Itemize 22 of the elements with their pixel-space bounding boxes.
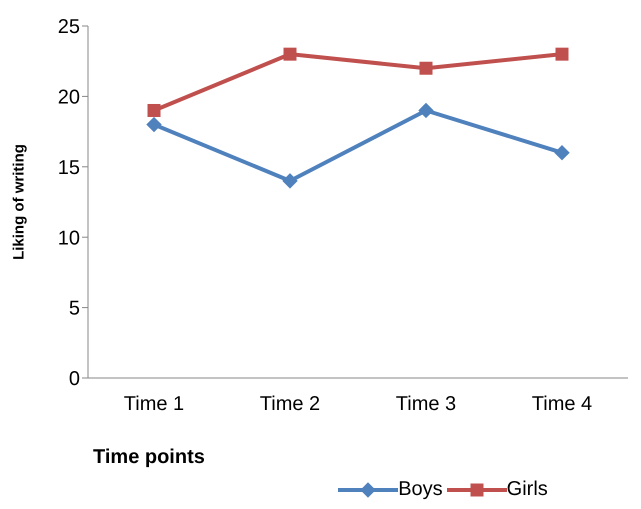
x-axis-title: Time points (93, 446, 205, 468)
point (420, 62, 432, 75)
y-tick-label: 20 (58, 86, 80, 108)
legend-label: Boys (398, 478, 443, 501)
point (418, 102, 434, 118)
y-tick-label: 10 (58, 227, 80, 250)
point (284, 48, 296, 61)
y-tick-label: 15 (58, 156, 80, 179)
point (146, 117, 162, 132)
point (556, 48, 568, 61)
point (554, 145, 570, 160)
x-tick-label: Time 2 (260, 393, 320, 416)
point (282, 173, 298, 188)
y-tick-label: 25 (58, 16, 80, 38)
y-tick-label: 5 (68, 298, 80, 320)
x-tick-label: Time 4 (532, 393, 592, 416)
point (148, 104, 160, 117)
y-axis-title: Liking of writing (10, 144, 28, 260)
x-tick-label: Time 1 (124, 393, 184, 416)
x-tick-label: Time 3 (396, 393, 456, 416)
legend-label: Girls (506, 478, 548, 501)
y-tick-label: 0 (68, 368, 80, 390)
